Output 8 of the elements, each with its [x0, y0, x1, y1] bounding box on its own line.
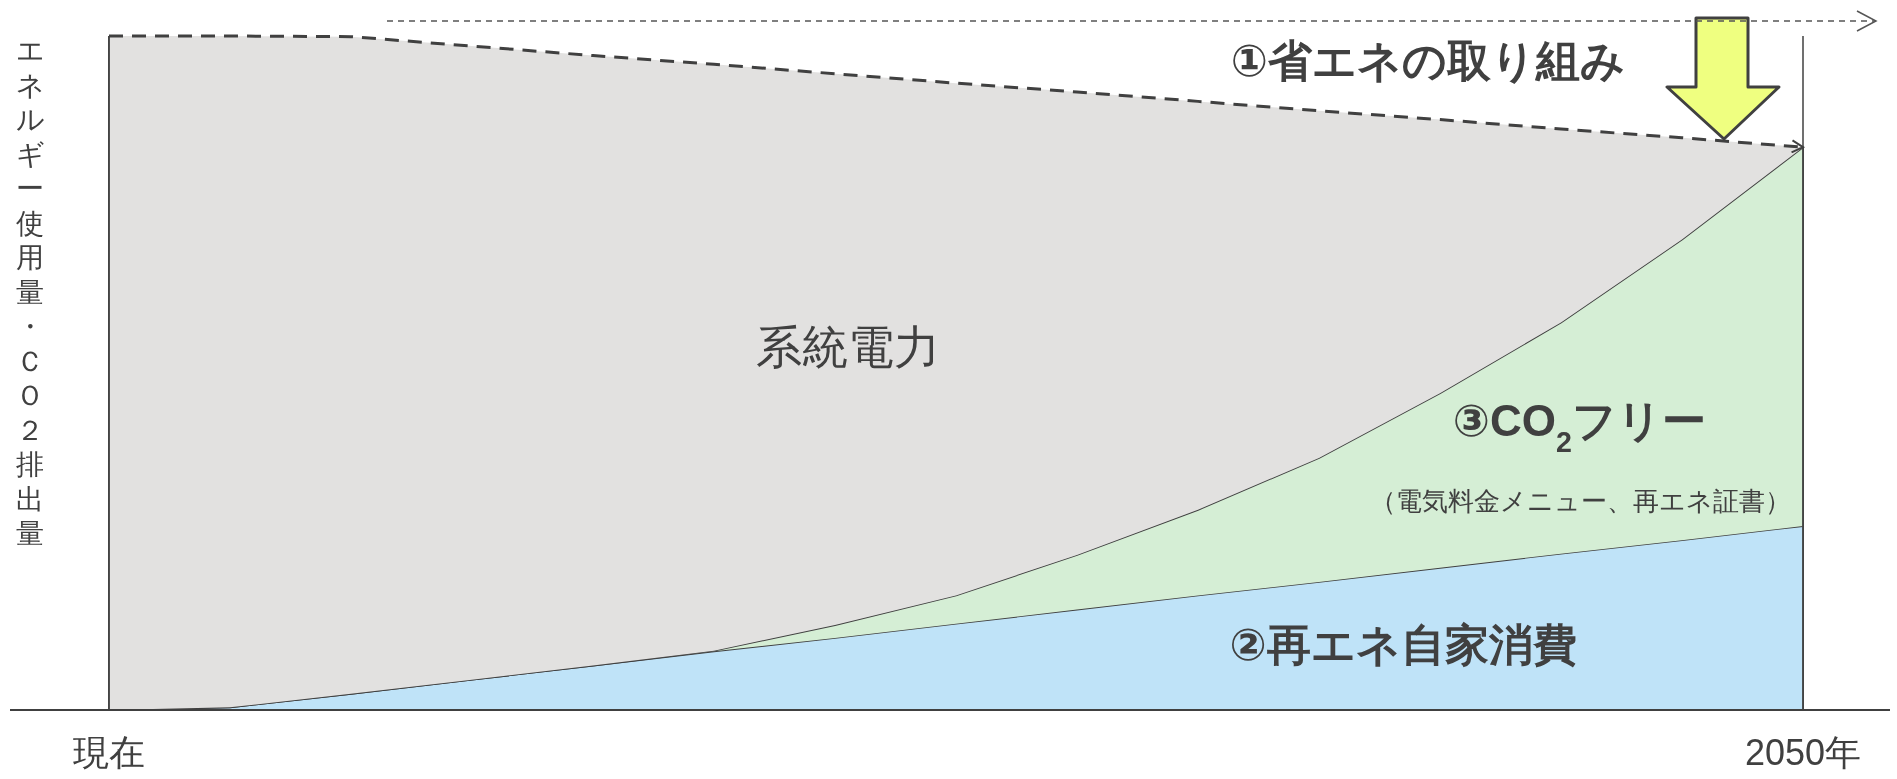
series-label: 系統電力 [755, 321, 940, 373]
series-label: ③CO$_{2}$フリー [1452, 396, 1706, 458]
series-label: ②再エネ自家消費 [1229, 620, 1577, 669]
x-tick-label: 現在 [73, 732, 145, 773]
annotation: ①省エネの取り組み [1230, 36, 1626, 85]
x-tick-label: 2050年 [1744, 732, 1862, 773]
text: エネルギー使用量・ＣＯ２排出量 [15, 35, 45, 549]
annotation: （電気料金メニュー、再エネ証書） [1369, 486, 1791, 516]
